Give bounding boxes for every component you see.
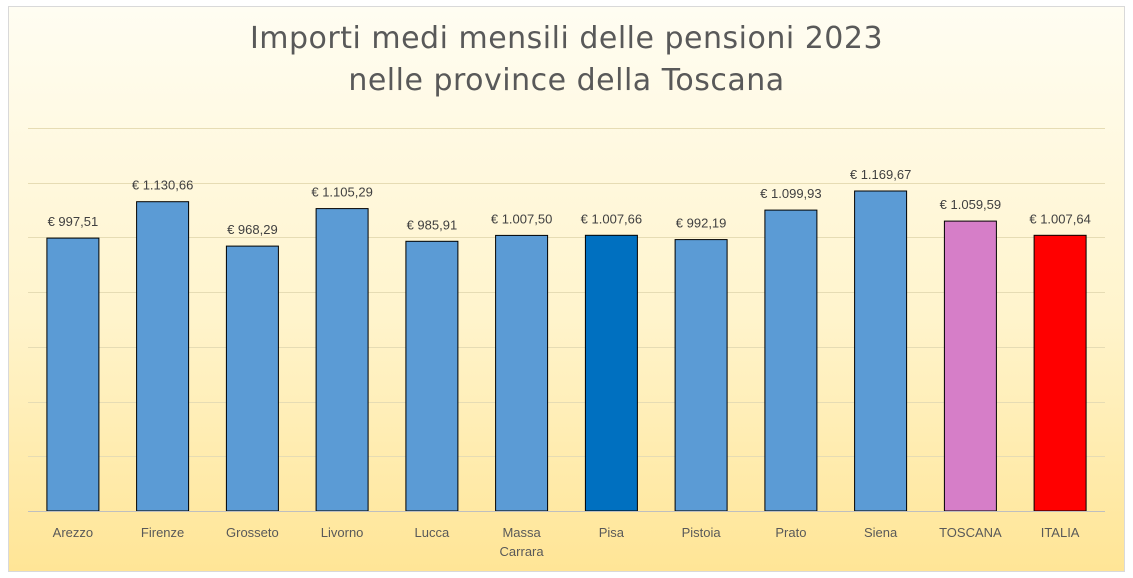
data-label: € 968,29 [227,222,278,237]
x-tick-label: Arezzo [53,525,93,540]
data-label: € 1.105,29 [311,185,372,200]
data-label: € 1.007,66 [581,211,642,226]
bar-arezzo [46,237,100,512]
data-label: € 1.007,64 [1029,211,1090,226]
bar-massa-carrara [495,234,549,512]
chart-area [8,6,1125,572]
data-label: € 985,91 [407,217,458,232]
data-label: € 997,51 [48,214,99,229]
bar-pisa [584,234,638,512]
x-tick-label: Livorno [321,525,364,540]
bar-italia [1033,234,1087,512]
bar-toscana [943,220,997,512]
chart-title-line-2: nelle province della Toscana [348,63,785,98]
bar-lucca [405,240,459,512]
x-tick-label: Pisa [599,525,625,540]
data-label: € 992,19 [676,216,727,231]
data-label: € 1.059,59 [940,197,1001,212]
x-tick-label: Grosseto [226,525,279,540]
data-label: € 1.099,93 [760,186,821,201]
chart-title: Importi medi mensili delle pensioni 2023… [0,18,1133,102]
x-tick-label: Pistoia [682,525,722,540]
bar-grosseto [225,245,279,512]
chart-title-line-1: Importi medi mensili delle pensioni 2023 [249,21,884,56]
bar-siena [854,190,908,512]
bar-livorno [315,208,369,512]
x-tick-label: Lucca [415,525,450,540]
bar-prato [764,209,818,512]
x-tick-label: Siena [864,525,898,540]
data-label: € 1.130,66 [132,178,193,193]
x-tick-label: Carrara [500,544,545,559]
x-tick-label: Firenze [141,525,184,540]
x-tick-label: Prato [775,525,806,540]
data-label: € 1.169,67 [850,167,911,182]
data-label: € 1.007,50 [491,211,552,226]
x-tick-label: TOSCANA [939,525,1002,540]
x-tick-label: Massa [502,525,541,540]
bar-firenze [136,201,190,512]
bar-pistoia [674,239,728,512]
x-tick-label: ITALIA [1041,525,1080,540]
